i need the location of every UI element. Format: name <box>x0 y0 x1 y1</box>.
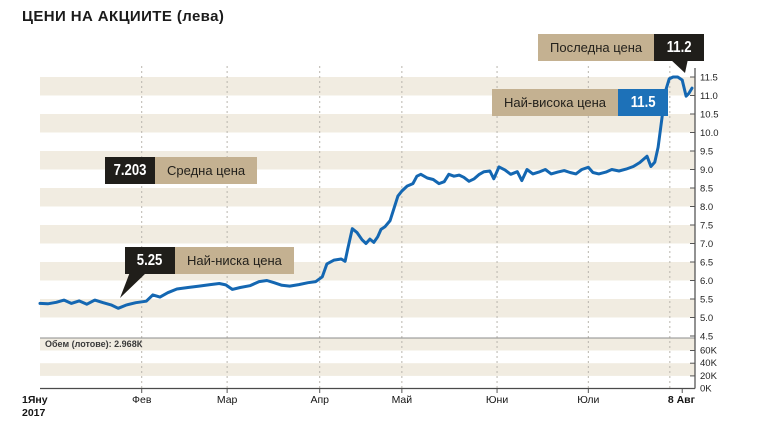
volume-stripe <box>40 363 695 376</box>
price-stripe <box>40 188 695 207</box>
y-axis-label: 8.0 <box>700 202 713 213</box>
y-axis-label: 4.5 <box>700 332 713 343</box>
x-axis-label: 1Яну <box>22 394 48 406</box>
y-axis-label: 7.0 <box>700 239 713 250</box>
y-axis-label: 9.0 <box>700 165 713 176</box>
x-axis-label: 8 Авг <box>668 394 696 406</box>
price-stripe <box>40 225 695 244</box>
y-axis-label: 7.5 <box>700 221 713 232</box>
volume-axis-label: 60K <box>700 346 718 357</box>
y-axis-label: 6.5 <box>700 258 713 269</box>
y-axis-label: 11.5 <box>700 73 718 84</box>
price-stripe <box>40 299 695 318</box>
average-price-badge: 7.203 Средна цена <box>105 157 258 184</box>
volume-label: Обем (лотове): 2.968К <box>45 339 143 349</box>
volume-axis-label: 40K <box>700 358 718 369</box>
volume-stripe <box>40 338 695 351</box>
lowest-price-badge: 5.25 Най-ниска цена <box>125 247 294 274</box>
last-price-badge: Последна цена 11.2 <box>538 34 705 61</box>
lowest-price-label: Най-ниска цена <box>175 247 294 274</box>
average-price-label: Средна цена <box>155 157 258 184</box>
x-axis-label: Юни <box>486 394 508 406</box>
lowest-price-value: 5.25 <box>125 247 175 274</box>
highest-price-badge: Най-висока цена 11.5 <box>492 89 669 116</box>
volume-axis-label: 0K <box>700 384 712 395</box>
x-axis-label: 2017 <box>22 407 46 419</box>
x-axis-label: Юли <box>577 394 599 406</box>
y-axis-label: 11.0 <box>700 91 718 102</box>
highest-price-label: Най-висока цена <box>492 89 619 116</box>
x-axis-label: Апр <box>310 394 329 406</box>
y-axis-label: 5.5 <box>700 295 713 306</box>
price-stripe <box>40 114 695 133</box>
average-price-value: 7.203 <box>105 157 155 184</box>
highest-price-value: 11.5 <box>618 89 669 116</box>
last-price-label: Последна цена <box>538 34 655 61</box>
x-axis-label: Мар <box>217 394 238 406</box>
lowest-price-pointer-tail <box>120 272 147 298</box>
y-axis-label: 5.0 <box>700 313 713 324</box>
last-price-value: 11.2 <box>654 34 705 61</box>
page-title: ЦЕНИ НА АКЦИИТЕ (лева) <box>22 8 225 25</box>
x-axis-label: Фев <box>132 394 152 406</box>
y-axis-label: 10.5 <box>700 110 719 121</box>
last-price-pointer-tail <box>670 59 688 73</box>
x-axis-label: Май <box>392 394 413 406</box>
y-axis-label: 8.5 <box>700 184 713 195</box>
y-axis-label: 9.5 <box>700 147 713 158</box>
volume-axis-label: 20K <box>700 371 718 382</box>
y-axis-label: 6.0 <box>700 276 713 287</box>
price-line <box>38 75 694 310</box>
y-axis-label: 10.0 <box>700 128 719 139</box>
